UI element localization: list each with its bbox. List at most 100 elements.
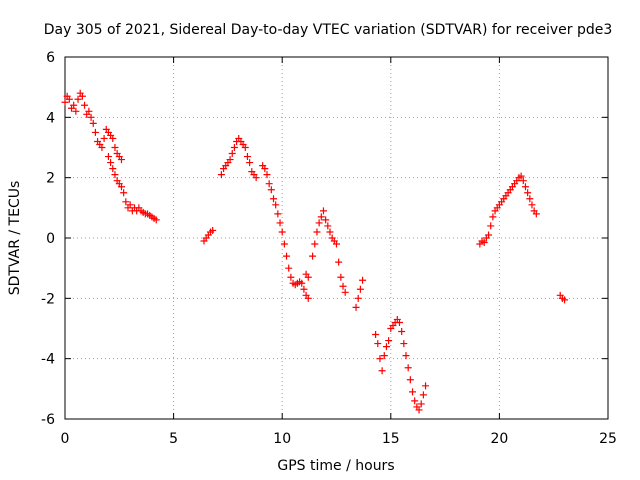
data-point — [406, 376, 414, 384]
data-point — [120, 189, 128, 197]
data-point — [415, 406, 423, 414]
data-point — [85, 107, 93, 115]
data-point — [304, 273, 312, 281]
x-axis: 0 5 10 15 20 25 — [61, 57, 617, 447]
data-point — [209, 226, 217, 234]
data-point — [341, 288, 349, 296]
data-point — [400, 340, 408, 348]
data-point — [417, 400, 425, 408]
data-point — [480, 239, 488, 247]
data-point — [524, 189, 532, 197]
data-point — [117, 156, 125, 164]
data-point — [372, 331, 380, 339]
y-tick-label: -4 — [41, 352, 55, 368]
data-point — [261, 165, 269, 173]
data-point — [411, 397, 419, 405]
data-point — [252, 174, 260, 182]
data-point — [111, 144, 119, 151]
data-point — [272, 201, 280, 209]
data-point — [298, 279, 306, 287]
x-axis-label: GPS time / hours — [277, 458, 394, 474]
data-point — [246, 159, 254, 167]
data-point — [228, 150, 236, 158]
data-point — [404, 364, 412, 372]
data-point — [309, 252, 317, 260]
data-point — [304, 294, 312, 302]
data-point — [526, 195, 534, 203]
data-point — [122, 198, 130, 206]
data-point — [126, 201, 134, 209]
data-point — [356, 285, 364, 293]
data-point — [521, 183, 529, 191]
data-point — [313, 228, 321, 236]
data-point — [152, 216, 160, 224]
data-point — [111, 171, 119, 179]
data-point — [117, 183, 125, 191]
data-point — [61, 98, 69, 106]
data-point — [352, 303, 360, 311]
data-point — [561, 296, 569, 304]
data-point — [419, 391, 427, 399]
data-point — [326, 228, 334, 236]
data-point — [395, 318, 403, 326]
data-point — [70, 101, 78, 109]
y-tick-label: 4 — [46, 110, 55, 126]
data-point — [339, 282, 347, 290]
data-point — [91, 128, 99, 136]
data-point — [385, 337, 393, 345]
data-point — [87, 113, 95, 121]
data-point — [376, 355, 384, 363]
data-point — [333, 240, 340, 248]
data-point — [280, 240, 288, 248]
x-tick-label: 25 — [599, 431, 617, 447]
data-point — [278, 228, 286, 236]
data-point — [274, 210, 282, 218]
y-axis: -6 -4 -2 0 2 4 6 — [41, 50, 608, 428]
data-point — [100, 134, 108, 142]
y-tick-label: -2 — [41, 291, 55, 307]
data-point — [532, 210, 540, 218]
data-point — [378, 367, 386, 375]
x-tick-label: 10 — [273, 431, 291, 447]
x-tick-label: 5 — [169, 431, 178, 447]
data-point — [217, 171, 225, 179]
data-point — [517, 172, 525, 180]
data-point — [315, 219, 323, 227]
x-tick-label: 0 — [61, 431, 70, 447]
data-point — [311, 240, 319, 248]
data-point — [485, 231, 493, 239]
data-point — [270, 195, 278, 203]
data-point — [104, 153, 112, 161]
data-point — [263, 171, 271, 179]
data-point — [317, 213, 325, 221]
data-point — [78, 92, 86, 100]
data-point — [74, 95, 82, 103]
chart-title: Day 305 of 2021, Sidereal Day-to-day VTE… — [44, 22, 613, 38]
data-point — [241, 144, 249, 151]
y-tick-label: 0 — [46, 231, 55, 247]
data-point — [324, 222, 332, 230]
data-point — [226, 156, 234, 164]
data-point — [402, 352, 410, 360]
data-point — [287, 273, 295, 281]
y-tick-label: 2 — [46, 171, 55, 187]
y-tick-label: 6 — [46, 50, 55, 66]
data-point — [354, 294, 362, 302]
data-point — [98, 144, 106, 151]
y-axis-label: SDTVAR / TECUs — [7, 181, 23, 296]
data-point — [285, 264, 293, 272]
data-point — [89, 119, 97, 127]
data-point — [519, 177, 527, 185]
data-point — [382, 343, 390, 351]
data-point — [489, 213, 497, 221]
data-point — [109, 134, 117, 142]
data-point — [107, 159, 115, 167]
data-point — [337, 273, 345, 281]
data-point — [276, 219, 284, 227]
data-series — [61, 89, 569, 414]
data-point — [230, 144, 238, 151]
data-point — [398, 328, 406, 336]
data-point — [487, 222, 495, 230]
data-point — [65, 95, 73, 103]
